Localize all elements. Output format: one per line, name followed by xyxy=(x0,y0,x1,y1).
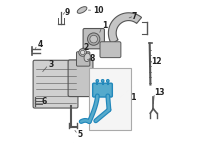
Polygon shape xyxy=(108,13,142,44)
Text: 7: 7 xyxy=(132,12,137,21)
Text: 2: 2 xyxy=(84,42,89,52)
Text: 10: 10 xyxy=(93,6,104,15)
FancyBboxPatch shape xyxy=(100,42,121,58)
FancyBboxPatch shape xyxy=(93,83,112,97)
Text: 1: 1 xyxy=(102,21,107,30)
Circle shape xyxy=(79,49,86,56)
FancyBboxPatch shape xyxy=(33,60,78,108)
Ellipse shape xyxy=(84,53,90,62)
Circle shape xyxy=(88,33,100,45)
Text: 11: 11 xyxy=(126,92,137,102)
Circle shape xyxy=(101,80,104,82)
FancyBboxPatch shape xyxy=(68,60,93,97)
Text: 13: 13 xyxy=(154,88,165,97)
FancyBboxPatch shape xyxy=(83,29,104,49)
Circle shape xyxy=(90,35,98,43)
Circle shape xyxy=(96,80,99,82)
FancyBboxPatch shape xyxy=(76,52,90,66)
Text: 4: 4 xyxy=(38,40,43,49)
Bar xyxy=(89,68,131,130)
Text: 6: 6 xyxy=(41,97,46,106)
Circle shape xyxy=(80,50,85,55)
Text: 3: 3 xyxy=(49,60,54,69)
Ellipse shape xyxy=(77,7,87,13)
Text: 5: 5 xyxy=(78,130,83,139)
Text: 12: 12 xyxy=(151,57,162,66)
Text: 8: 8 xyxy=(90,54,95,63)
Text: 9: 9 xyxy=(65,8,70,17)
Circle shape xyxy=(106,80,109,82)
